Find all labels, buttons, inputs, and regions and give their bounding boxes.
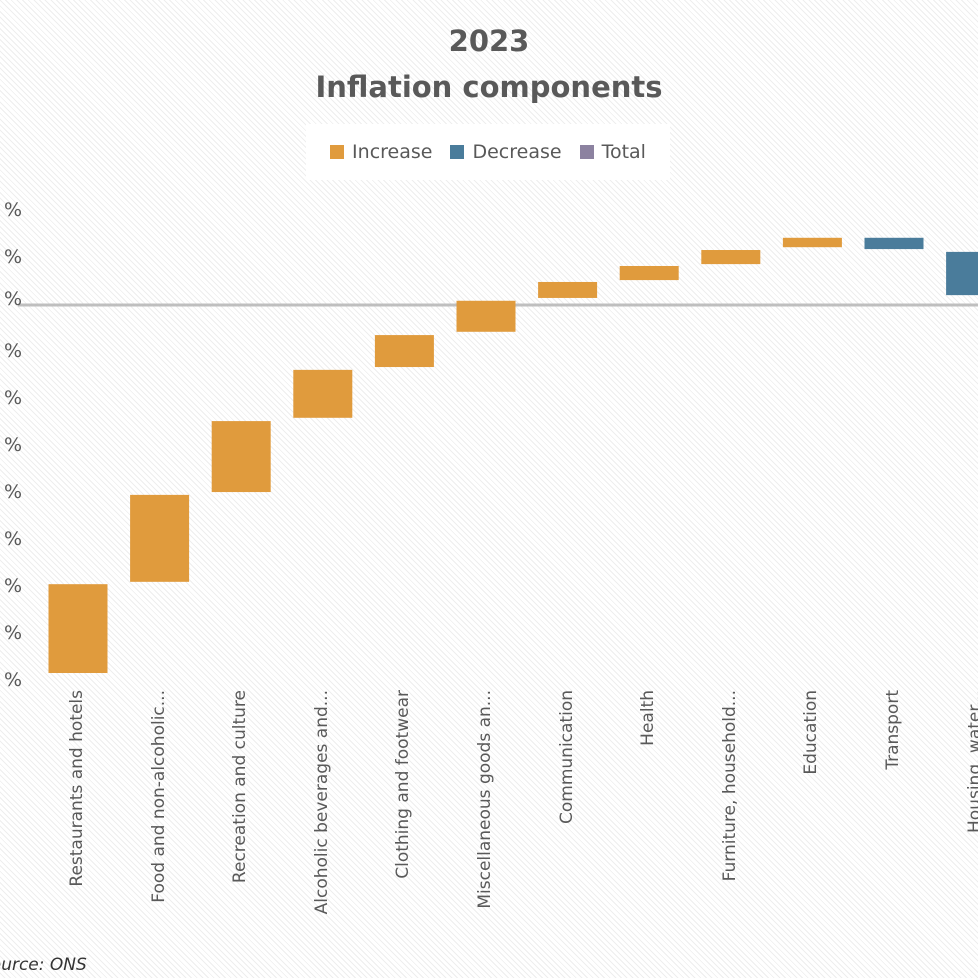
bar-5 (374, 335, 434, 368)
x-tick-label: Recreation and culture (230, 690, 251, 884)
chart-subtitle: Inflation components (315, 70, 663, 104)
x-tick-label: Clothing and footwear (393, 690, 414, 879)
x-tick-label: Health (638, 690, 659, 746)
y-tick-label: % (3, 387, 22, 409)
y-tick-label: % (3, 528, 22, 550)
legend-swatch-total (579, 145, 594, 159)
y-tick-label: % (3, 246, 22, 268)
x-tick-label: Alcoholic beverages and... (311, 690, 332, 915)
bar-4 (293, 369, 353, 418)
legend-label: Decrease (472, 141, 562, 163)
y-tick-label: % (3, 288, 22, 310)
x-tick-label: Furniture, household... (719, 690, 740, 882)
bar-8 (619, 265, 679, 281)
legend: Increase Decrease Total (306, 124, 670, 180)
bar-1 (48, 584, 108, 674)
y-tick-label: % (3, 340, 22, 362)
legend-decrease: Decrease (450, 141, 562, 163)
x-tick-label: Transport (883, 690, 903, 770)
source-note: Source: ONS (0, 955, 87, 975)
bar-11 (864, 237, 924, 250)
y-tick-label: % (3, 199, 22, 221)
y-tick-label: % (3, 622, 22, 644)
y-tick-label: % (3, 434, 22, 456)
bar-12 (946, 251, 978, 296)
legend-increase: Increase (330, 141, 432, 163)
y-tick-label: % (3, 575, 22, 597)
x-tick-label: Restaurants and hotels (67, 690, 87, 887)
bar-10 (782, 237, 842, 248)
y-tick-label: % (3, 481, 22, 503)
x-tick-label: Miscellaneous goods an... (475, 690, 495, 909)
x-tick-label: Communication (556, 690, 577, 824)
bar-9 (701, 250, 761, 265)
legend-swatch-increase (330, 145, 345, 159)
bar-7 (538, 281, 598, 298)
y-tick-label: % (3, 669, 22, 691)
legend-total: Total (579, 141, 646, 163)
chart-title: 2023 (448, 24, 530, 58)
x-tick-label: Housing, water... (964, 690, 978, 833)
legend-label: Increase (352, 141, 433, 163)
legend-label: Total (601, 141, 646, 163)
bar-3 (211, 421, 271, 493)
x-tick-label: Food and non-alcoholic... (148, 690, 169, 903)
legend-swatch-decrease (450, 145, 465, 159)
x-tick-label: Education (801, 690, 822, 775)
bar-2 (130, 494, 190, 582)
bar-6 (456, 300, 516, 332)
